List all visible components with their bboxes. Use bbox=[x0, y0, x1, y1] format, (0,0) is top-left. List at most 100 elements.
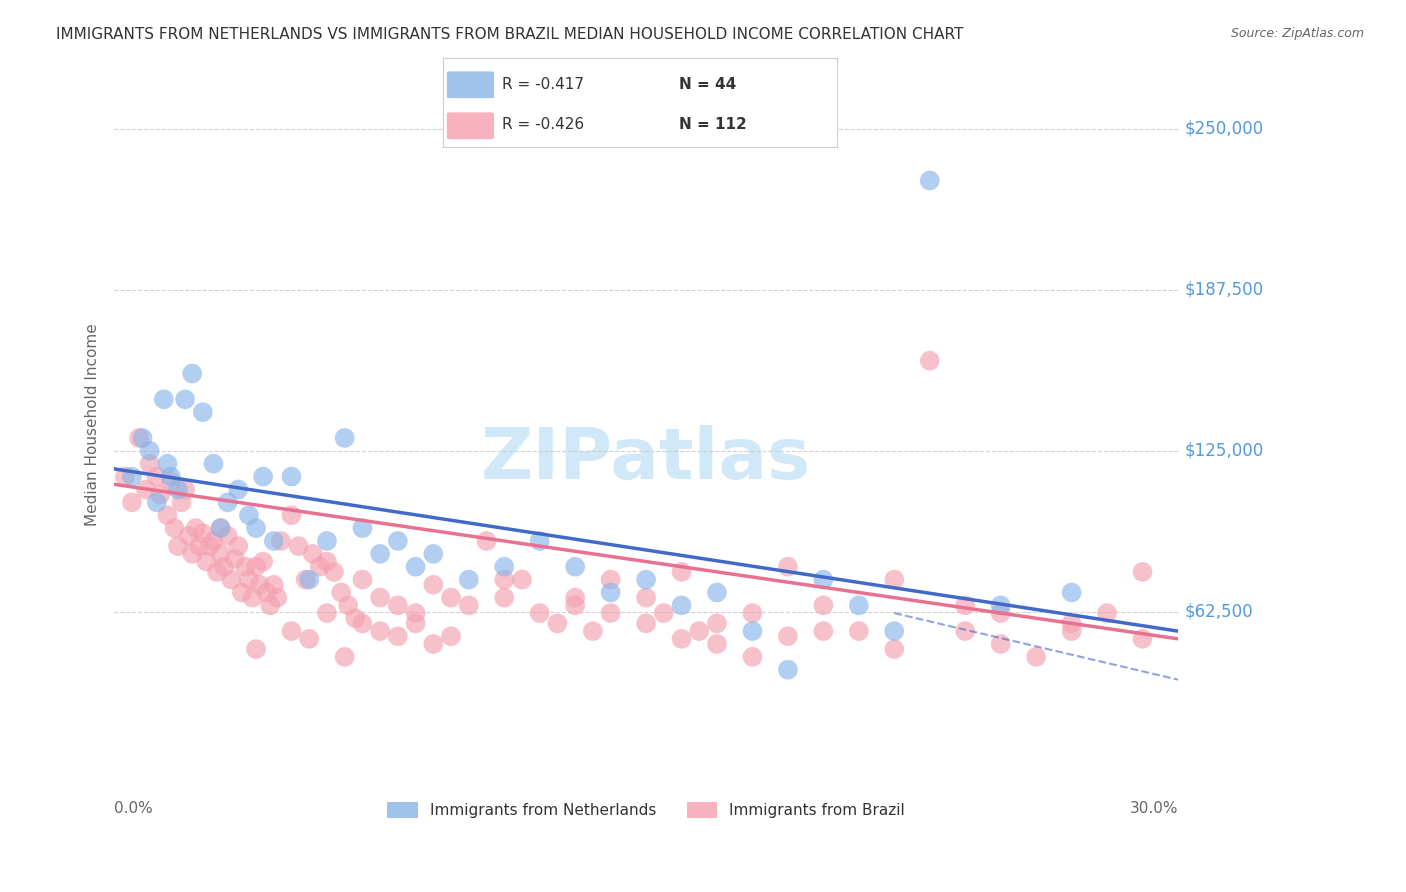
Text: $62,500: $62,500 bbox=[1185, 603, 1254, 621]
Point bbox=[636, 573, 658, 587]
Point bbox=[405, 606, 427, 620]
Point bbox=[323, 565, 346, 579]
Point bbox=[848, 599, 870, 613]
Point bbox=[564, 591, 586, 605]
Point bbox=[177, 529, 200, 543]
Point bbox=[599, 606, 621, 620]
Point bbox=[238, 508, 260, 523]
Point bbox=[494, 591, 516, 605]
Point bbox=[529, 533, 551, 548]
Point bbox=[202, 533, 225, 548]
Point bbox=[209, 521, 232, 535]
Point bbox=[121, 495, 143, 509]
Point bbox=[138, 443, 160, 458]
Point bbox=[114, 469, 136, 483]
Point bbox=[671, 632, 693, 646]
Point bbox=[1060, 624, 1083, 639]
Point bbox=[181, 547, 204, 561]
Point bbox=[226, 539, 249, 553]
Point bbox=[1025, 649, 1047, 664]
Point bbox=[242, 591, 264, 605]
Point bbox=[368, 591, 391, 605]
Point bbox=[368, 547, 391, 561]
Point bbox=[217, 495, 239, 509]
Text: N = 44: N = 44 bbox=[679, 78, 737, 92]
Point bbox=[294, 573, 316, 587]
Point bbox=[457, 573, 479, 587]
Point bbox=[990, 599, 1012, 613]
Point bbox=[256, 585, 278, 599]
Point bbox=[235, 559, 257, 574]
Point bbox=[652, 606, 675, 620]
Point bbox=[706, 637, 728, 651]
Point bbox=[494, 559, 516, 574]
Point bbox=[422, 578, 444, 592]
Point bbox=[188, 539, 211, 553]
Point bbox=[191, 526, 214, 541]
FancyBboxPatch shape bbox=[447, 71, 494, 98]
Point bbox=[1060, 585, 1083, 599]
Point bbox=[776, 559, 799, 574]
Point bbox=[238, 573, 260, 587]
Point bbox=[1095, 606, 1118, 620]
Point bbox=[202, 457, 225, 471]
Point bbox=[184, 521, 207, 535]
Point bbox=[1060, 616, 1083, 631]
Text: IMMIGRANTS FROM NETHERLANDS VS IMMIGRANTS FROM BRAZIL MEDIAN HOUSEHOLD INCOME CO: IMMIGRANTS FROM NETHERLANDS VS IMMIGRANT… bbox=[56, 27, 963, 42]
Point bbox=[252, 555, 274, 569]
Point bbox=[226, 483, 249, 497]
Point bbox=[990, 637, 1012, 651]
Point bbox=[599, 585, 621, 599]
Point bbox=[344, 611, 367, 625]
Point bbox=[671, 565, 693, 579]
Point bbox=[298, 573, 321, 587]
Point bbox=[741, 649, 763, 664]
Point bbox=[153, 392, 176, 407]
Point bbox=[776, 663, 799, 677]
Text: 30.0%: 30.0% bbox=[1129, 800, 1178, 815]
Point bbox=[636, 591, 658, 605]
Point bbox=[636, 616, 658, 631]
Point bbox=[249, 578, 271, 592]
FancyBboxPatch shape bbox=[447, 112, 494, 139]
Point bbox=[245, 559, 267, 574]
Point bbox=[337, 599, 360, 613]
Point bbox=[163, 521, 186, 535]
Point bbox=[564, 559, 586, 574]
Point bbox=[308, 559, 330, 574]
Point bbox=[706, 585, 728, 599]
Point bbox=[333, 649, 356, 664]
Point bbox=[205, 565, 228, 579]
Point bbox=[440, 591, 463, 605]
Text: ZIPatlas: ZIPatlas bbox=[481, 425, 811, 494]
Point bbox=[280, 624, 302, 639]
Point bbox=[918, 173, 941, 187]
Point bbox=[156, 457, 179, 471]
Point bbox=[352, 521, 374, 535]
Point bbox=[160, 475, 183, 489]
Y-axis label: Median Household Income: Median Household Income bbox=[86, 324, 100, 526]
Point bbox=[245, 642, 267, 657]
Point bbox=[209, 521, 232, 535]
Point bbox=[475, 533, 498, 548]
Point bbox=[848, 624, 870, 639]
Point bbox=[170, 495, 193, 509]
Point bbox=[316, 606, 339, 620]
Point bbox=[990, 606, 1012, 620]
Point bbox=[280, 508, 302, 523]
Point bbox=[212, 559, 235, 574]
Point bbox=[135, 483, 157, 497]
Point bbox=[387, 599, 409, 613]
Point bbox=[529, 606, 551, 620]
Point bbox=[953, 599, 976, 613]
Point bbox=[671, 599, 693, 613]
Point bbox=[263, 533, 285, 548]
Point bbox=[582, 624, 605, 639]
Point bbox=[195, 555, 218, 569]
Point bbox=[231, 585, 253, 599]
Point bbox=[422, 547, 444, 561]
Point bbox=[333, 431, 356, 445]
Point bbox=[510, 573, 533, 587]
Point bbox=[883, 642, 905, 657]
Point bbox=[219, 573, 242, 587]
